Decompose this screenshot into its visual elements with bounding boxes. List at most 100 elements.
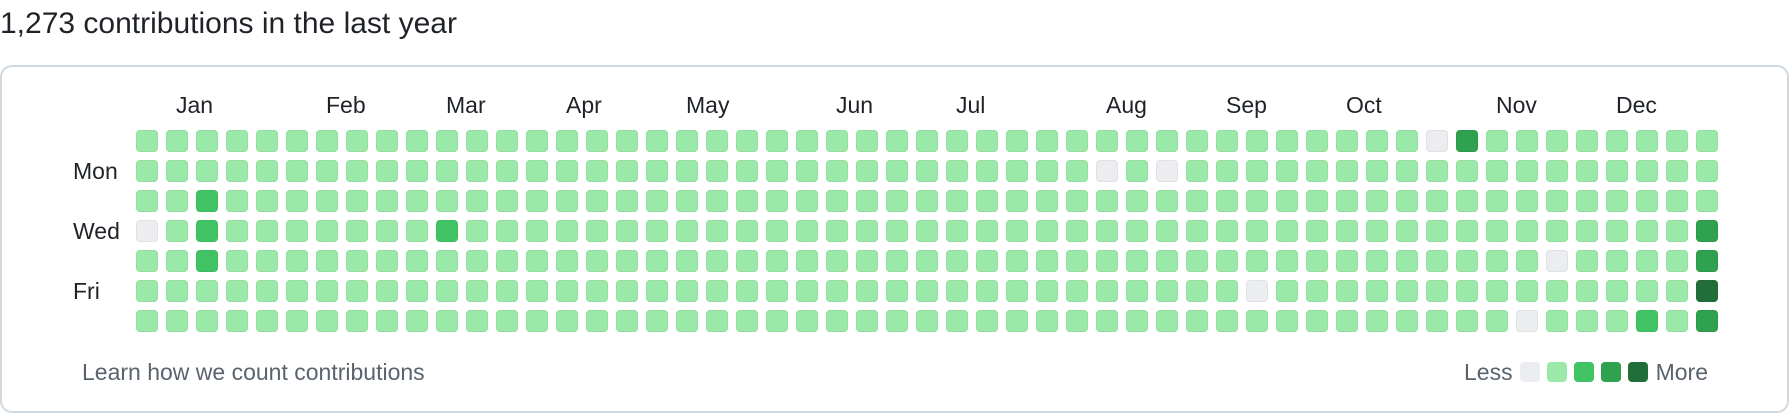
contribution-day-cell[interactable] xyxy=(1606,130,1628,152)
contribution-day-cell[interactable] xyxy=(286,280,308,302)
contribution-day-cell[interactable] xyxy=(1456,280,1478,302)
contribution-day-cell[interactable] xyxy=(916,130,938,152)
contribution-day-cell[interactable] xyxy=(616,190,638,212)
contribution-day-cell[interactable] xyxy=(1036,280,1058,302)
contribution-day-cell[interactable] xyxy=(766,310,788,332)
contribution-day-cell[interactable] xyxy=(1486,250,1508,272)
contribution-day-cell[interactable] xyxy=(856,310,878,332)
contribution-day-cell[interactable] xyxy=(1456,310,1478,332)
contribution-day-cell[interactable] xyxy=(736,160,758,182)
contribution-day-cell[interactable] xyxy=(526,280,548,302)
contribution-day-cell[interactable] xyxy=(256,250,278,272)
contribution-day-cell[interactable] xyxy=(706,280,728,302)
contribution-day-cell[interactable] xyxy=(166,160,188,182)
contribution-day-cell[interactable] xyxy=(826,130,848,152)
contribution-day-cell[interactable] xyxy=(676,220,698,242)
contribution-day-cell[interactable] xyxy=(1276,280,1298,302)
contribution-day-cell[interactable] xyxy=(1696,130,1718,152)
contribution-day-cell[interactable] xyxy=(706,160,728,182)
contribution-day-cell[interactable] xyxy=(1276,250,1298,272)
contribution-day-cell[interactable] xyxy=(1336,190,1358,212)
contribution-day-cell[interactable] xyxy=(1306,190,1328,212)
contribution-day-cell[interactable] xyxy=(1606,160,1628,182)
contribution-day-cell[interactable] xyxy=(316,160,338,182)
contribution-day-cell[interactable] xyxy=(1456,190,1478,212)
contribution-day-cell[interactable] xyxy=(196,190,218,212)
contribution-day-cell[interactable] xyxy=(1126,160,1148,182)
contribution-day-cell[interactable] xyxy=(1426,310,1448,332)
contribution-day-cell[interactable] xyxy=(1366,220,1388,242)
contribution-day-cell[interactable] xyxy=(946,250,968,272)
contribution-day-cell[interactable] xyxy=(1036,190,1058,212)
contribution-day-cell[interactable] xyxy=(886,220,908,242)
contribution-day-cell[interactable] xyxy=(676,130,698,152)
contribution-day-cell[interactable] xyxy=(1396,160,1418,182)
contribution-day-cell[interactable] xyxy=(1336,310,1358,332)
contribution-day-cell[interactable] xyxy=(1186,220,1208,242)
contribution-day-cell[interactable] xyxy=(226,310,248,332)
contribution-day-cell[interactable] xyxy=(1216,130,1238,152)
contribution-day-cell[interactable] xyxy=(946,190,968,212)
contribution-day-cell[interactable] xyxy=(796,190,818,212)
contribution-day-cell[interactable] xyxy=(1036,130,1058,152)
contribution-day-cell[interactable] xyxy=(1486,220,1508,242)
contribution-day-cell[interactable] xyxy=(1426,220,1448,242)
contribution-day-cell[interactable] xyxy=(1306,160,1328,182)
contribution-day-cell[interactable] xyxy=(766,190,788,212)
contribution-day-cell[interactable] xyxy=(1216,280,1238,302)
contribution-day-cell[interactable] xyxy=(1426,280,1448,302)
contribution-day-cell[interactable] xyxy=(1606,250,1628,272)
contribution-day-cell[interactable] xyxy=(826,190,848,212)
contribution-day-cell[interactable] xyxy=(1696,220,1718,242)
contribution-day-cell[interactable] xyxy=(646,280,668,302)
contribution-day-cell[interactable] xyxy=(646,250,668,272)
contribution-day-cell[interactable] xyxy=(1576,310,1598,332)
contribution-day-cell[interactable] xyxy=(166,190,188,212)
contribution-day-cell[interactable] xyxy=(1276,310,1298,332)
contribution-day-cell[interactable] xyxy=(436,250,458,272)
contribution-day-cell[interactable] xyxy=(1006,220,1028,242)
contribution-day-cell[interactable] xyxy=(316,250,338,272)
contribution-day-cell[interactable] xyxy=(1546,130,1568,152)
contribution-day-cell[interactable] xyxy=(406,250,428,272)
contribution-day-cell[interactable] xyxy=(976,310,998,332)
contribution-day-cell[interactable] xyxy=(1186,190,1208,212)
contribution-day-cell[interactable] xyxy=(1636,160,1658,182)
contribution-day-cell[interactable] xyxy=(856,220,878,242)
contribution-day-cell[interactable] xyxy=(1186,310,1208,332)
contribution-day-cell[interactable] xyxy=(226,190,248,212)
contribution-day-cell[interactable] xyxy=(886,160,908,182)
contribution-day-cell[interactable] xyxy=(466,130,488,152)
contribution-day-cell[interactable] xyxy=(676,280,698,302)
contribution-day-cell[interactable] xyxy=(586,130,608,152)
contribution-day-cell[interactable] xyxy=(496,310,518,332)
contribution-day-cell[interactable] xyxy=(1486,190,1508,212)
learn-how-we-count-link[interactable]: Learn how we count contributions xyxy=(82,359,425,385)
contribution-day-cell[interactable] xyxy=(646,220,668,242)
contribution-day-cell[interactable] xyxy=(706,220,728,242)
contribution-day-cell[interactable] xyxy=(166,130,188,152)
contribution-day-cell[interactable] xyxy=(886,250,908,272)
contribution-day-cell[interactable] xyxy=(706,310,728,332)
contribution-day-cell[interactable] xyxy=(886,310,908,332)
contribution-day-cell[interactable] xyxy=(1636,280,1658,302)
contribution-day-cell[interactable] xyxy=(1516,190,1538,212)
contribution-day-cell[interactable] xyxy=(286,310,308,332)
contribution-day-cell[interactable] xyxy=(1096,190,1118,212)
contribution-day-cell[interactable] xyxy=(1486,130,1508,152)
contribution-day-cell[interactable] xyxy=(1306,250,1328,272)
contribution-day-cell[interactable] xyxy=(1666,250,1688,272)
contribution-day-cell[interactable] xyxy=(556,310,578,332)
contribution-day-cell[interactable] xyxy=(736,280,758,302)
contribution-day-cell[interactable] xyxy=(1306,280,1328,302)
contribution-day-cell[interactable] xyxy=(466,280,488,302)
contribution-day-cell[interactable] xyxy=(1246,280,1268,302)
contribution-day-cell[interactable] xyxy=(1216,250,1238,272)
contribution-day-cell[interactable] xyxy=(916,250,938,272)
contribution-day-cell[interactable] xyxy=(1186,250,1208,272)
contribution-day-cell[interactable] xyxy=(1426,190,1448,212)
contribution-day-cell[interactable] xyxy=(406,220,428,242)
contribution-day-cell[interactable] xyxy=(286,250,308,272)
contribution-day-cell[interactable] xyxy=(196,130,218,152)
contribution-day-cell[interactable] xyxy=(886,130,908,152)
